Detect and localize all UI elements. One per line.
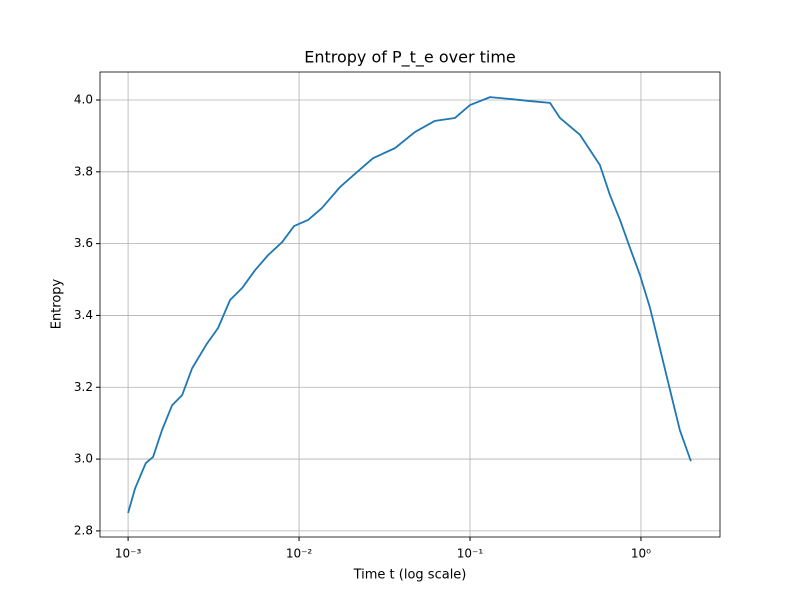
x-tick-label: 10⁻¹ — [457, 547, 484, 561]
y-tick-label: 3.6 — [74, 236, 93, 250]
x-tick-label: 10⁰ — [631, 547, 651, 561]
plot-frame — [99, 71, 721, 538]
y-tick-label: 3.0 — [74, 452, 93, 466]
line — [127, 96, 692, 514]
x-axis-label: Time t (log scale) — [353, 568, 467, 583]
y-tick-label: 3.4 — [74, 308, 93, 322]
y-tick-label: 4.0 — [74, 93, 93, 107]
x-tick-label: 10⁻³ — [115, 547, 142, 561]
y-axis-label: Entropy — [50, 278, 65, 329]
chart-title: Entropy of P_t_e over time — [304, 48, 516, 68]
y-tick-label: 2.8 — [74, 523, 93, 537]
y-tick-label: 3.8 — [74, 164, 93, 178]
x-tick-label: 10⁻² — [286, 547, 313, 561]
y-tick-label: 3.2 — [74, 380, 93, 394]
